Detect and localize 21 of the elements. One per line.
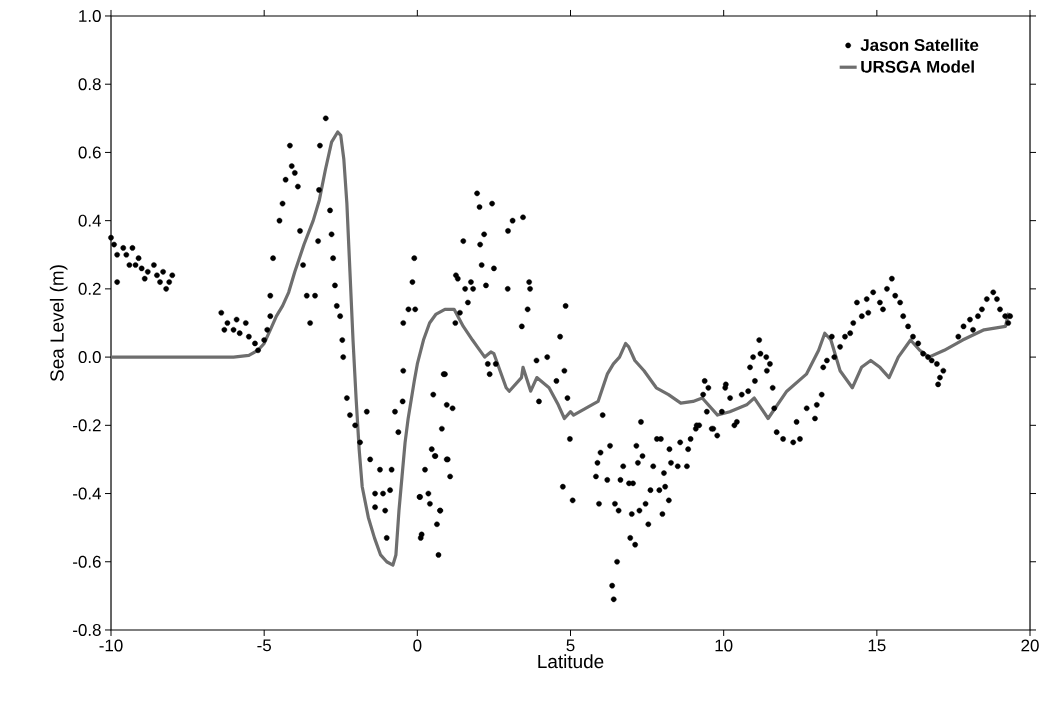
y-tick-label: -0.4 (73, 487, 101, 500)
y-tick-label: -0.6 (73, 555, 101, 568)
y-tick-label: 1.0 (79, 9, 101, 22)
y-tick-label: 0.4 (78, 214, 101, 227)
x-tick-label: 10 (715, 639, 733, 652)
y-axis-title: Sea Level (m) (49, 265, 68, 382)
x-tick-label: 15 (868, 639, 886, 652)
x-tick-label: -10 (99, 639, 123, 652)
x-tick-label: 5 (566, 639, 575, 652)
y-tick-label: 0.6 (78, 146, 101, 159)
y-tick-label: 0.8 (78, 78, 101, 91)
legend-label: URSGA Model (861, 60, 974, 73)
y-tick-label: -0.8 (73, 623, 101, 636)
y-tick-label: 0.2 (78, 282, 101, 295)
legend-label: Jason Satellite (860, 38, 979, 52)
y-tick-label: -0.2 (73, 419, 101, 432)
x-axis-title: Latitude (538, 654, 604, 669)
x-tick-label: -5 (257, 639, 271, 652)
y-tick-label: 0.0 (78, 351, 101, 364)
x-tick-label: 0 (413, 639, 422, 652)
x-tick-label: 20 (1021, 639, 1039, 652)
